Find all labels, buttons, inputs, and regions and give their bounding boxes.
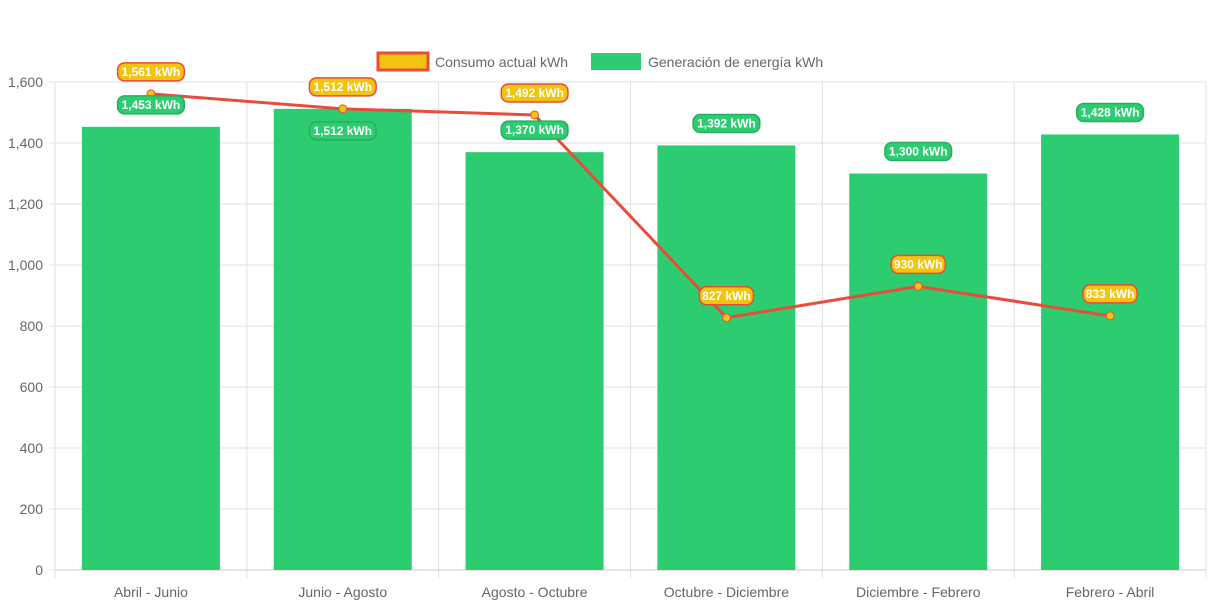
point-consumo (338, 104, 348, 114)
data-label-bg (890, 254, 947, 275)
data-label-text: 1,561 kWh (122, 65, 181, 79)
y-tick-label: 0 (35, 562, 43, 578)
data-label-text: 1,453 kWh (122, 98, 181, 112)
point-consumo (530, 110, 540, 120)
y-tick-label: 1,400 (8, 135, 43, 151)
line-consumo (150, 92, 1111, 320)
y-tick-label: 600 (20, 379, 44, 395)
legend-swatch-consumo (376, 51, 430, 72)
data-label-bg (500, 120, 569, 140)
data-label-bg (500, 83, 569, 103)
data-label-text: 1,492 kWh (505, 86, 564, 100)
data-label-consumo: 833 kWh (1082, 284, 1138, 304)
x-tick-label: Agosto - Octubre (482, 584, 588, 600)
y-tick-label: 400 (20, 440, 44, 456)
y-tick-label: 1,200 (8, 196, 43, 212)
data-label-generacion: 1,512 kWh (308, 121, 377, 141)
data-label-consumo: 1,561 kWh (116, 62, 186, 82)
data-label-text: 1,512 kWh (313, 80, 372, 94)
data-label-text: 1,370 kWh (505, 123, 564, 137)
data-label-generacion: 1,370 kWh (500, 120, 569, 140)
bar-generacion (465, 152, 604, 570)
point-consumo (913, 281, 923, 291)
x-tick-label: Febrero - Abril (1066, 584, 1155, 600)
y-tick-label: 1,000 (8, 257, 43, 273)
data-label-text: 930 kWh (894, 257, 943, 271)
data-label-bg (1075, 102, 1145, 123)
x-tick-label: Diciembre - Febrero (856, 584, 981, 600)
data-label-text: 827 kWh (702, 289, 751, 303)
bar-generacion (1041, 134, 1180, 570)
data-label-bg (116, 95, 186, 115)
data-label-consumo: 1,512 kWh (308, 77, 377, 97)
data-label-bg (308, 77, 377, 97)
data-label-bg (884, 141, 953, 162)
point-consumo (1105, 311, 1115, 321)
bar-generacion (657, 145, 796, 570)
data-label-text: 1,512 kWh (313, 124, 372, 138)
y-tick-label: 1,600 (8, 74, 43, 90)
data-label-consumo: 1,492 kWh (500, 83, 569, 103)
data-label-bg (116, 62, 186, 82)
legend-label-consumo: Consumo actual kWh (435, 54, 568, 70)
bar-generacion (849, 173, 988, 570)
data-label-generacion: 1,428 kWh (1075, 102, 1145, 123)
data-label-text: 1,300 kWh (889, 145, 948, 159)
bar-generacion (81, 126, 220, 571)
legend-item-consumo[interactable]: Consumo actual kWh (376, 51, 568, 72)
data-label-bg (698, 286, 755, 306)
legend-item-generacion[interactable]: Generación de energía kWh (591, 53, 823, 70)
data-label-consumo: 827 kWh (698, 286, 755, 306)
data-label-generacion: 1,300 kWh (884, 141, 953, 162)
bar-generacion (273, 108, 412, 570)
point-consumo (721, 313, 731, 323)
data-label-generacion: 1,453 kWh (116, 95, 186, 115)
x-tick-label: Junio - Agosto (298, 584, 387, 600)
data-label-text: 1,428 kWh (1081, 105, 1140, 119)
legend-label-generacion: Generación de energía kWh (648, 54, 823, 70)
y-tick-label: 800 (20, 318, 44, 334)
data-label-bg (308, 121, 377, 141)
x-tick-label: Abril - Junio (114, 584, 188, 600)
data-label-consumo: 930 kWh (890, 254, 947, 275)
x-tick-label: Octubre - Diciembre (664, 584, 789, 600)
data-label-text: 833 kWh (1086, 287, 1135, 301)
data-label-bg (1082, 284, 1138, 304)
y-tick-label: 200 (20, 501, 44, 517)
data-label-text: 1,392 kWh (697, 116, 756, 130)
data-label-generacion: 1,392 kWh (692, 113, 761, 134)
data-label-bg (692, 113, 761, 134)
legend: Consumo actual kWh Generación de energía… (376, 51, 823, 72)
legend-swatch-generacion (591, 53, 641, 70)
